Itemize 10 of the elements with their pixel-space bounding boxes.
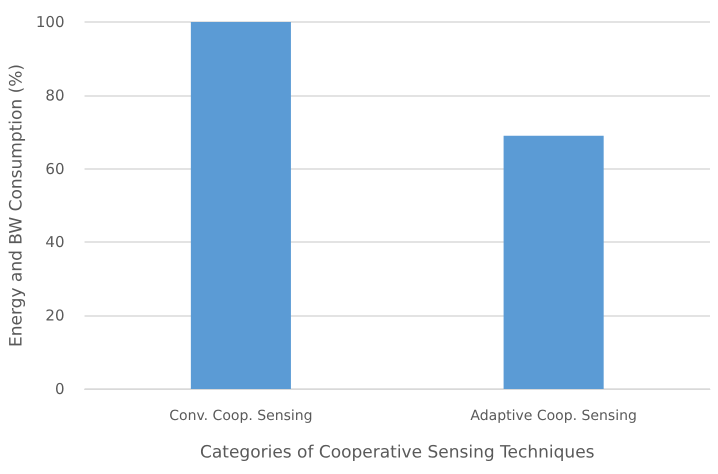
y-tick-label: 100 (36, 13, 65, 31)
y-tick-label: 40 (45, 233, 65, 252)
x-tick-label: Adaptive Coop. Sensing (470, 408, 637, 424)
y-axis-title: Energy and BW Consumption (%) (6, 64, 26, 347)
y-tick-label: 0 (54, 380, 65, 398)
x-axis-title: Categories of Cooperative Sensing Techniques (200, 442, 595, 462)
y-tick-label: 20 (45, 306, 65, 325)
y-tick-label: 60 (45, 160, 65, 178)
x-tick-label: Conv. Coop. Sensing (169, 408, 313, 424)
y-tick-label: 80 (45, 86, 65, 104)
